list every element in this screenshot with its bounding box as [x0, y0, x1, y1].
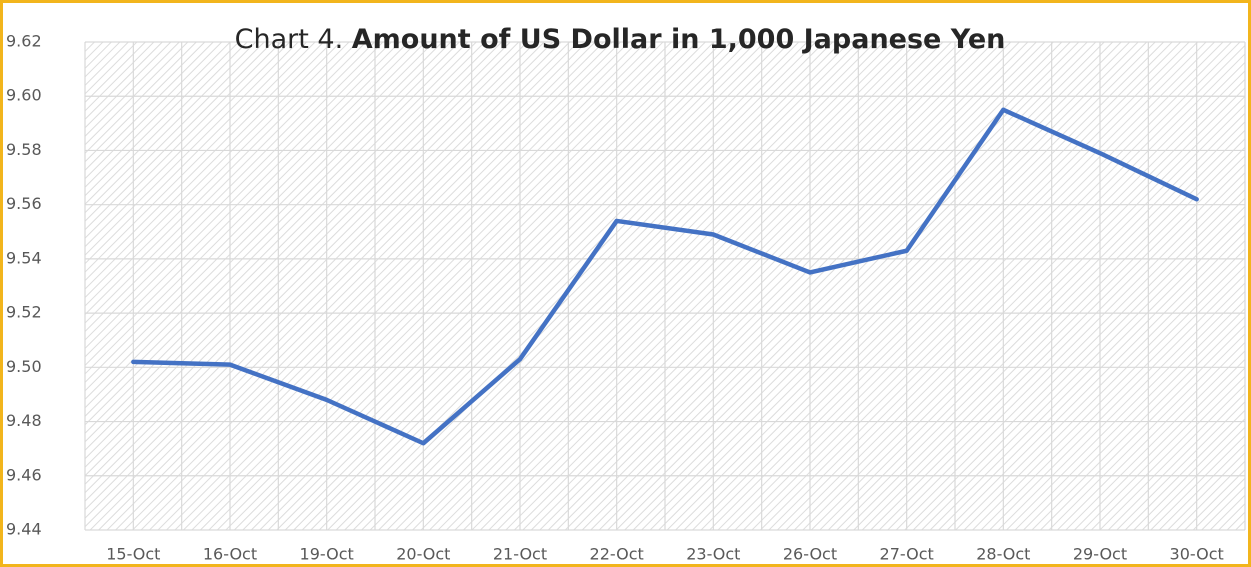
x-tick-label: 23-Oct: [686, 545, 740, 564]
layer: 9.44 9.46 9.48 9.50 9.52 9.54 9.56 9.58 9.60 9.62…: [6, 32, 1246, 564]
y-tick-label: 9.44: [6, 520, 42, 539]
y-tick-label: 9.46: [6, 465, 42, 484]
x-tick-label: 15-Oct: [106, 545, 160, 564]
x-tick-label: 21-Oct: [493, 545, 547, 564]
x-tick-label: 30-Oct: [1170, 545, 1224, 564]
chart-title: Chart 4. Amount of US Dollar in 1,000 Ja…: [235, 24, 1006, 55]
x-tick-label: 19-Oct: [300, 545, 354, 564]
x-tick-label: 16-Oct: [203, 545, 257, 564]
x-tick-label: 22-Oct: [590, 545, 644, 564]
x-tick-label: 20-Oct: [396, 545, 450, 564]
title-main: Amount of US Dollar in 1,000 Japanese Ye…: [352, 24, 1006, 55]
data-line: [131, 107, 1199, 446]
y-tick-label: 9.62: [6, 32, 42, 51]
y-tick-label: 9.54: [6, 248, 42, 267]
x-tick-label: 29-Oct: [1073, 545, 1127, 564]
x-tick-label: 26-Oct: [783, 545, 837, 564]
y-tick-label: 9.58: [6, 140, 42, 159]
x-tick-label: 27-Oct: [880, 545, 934, 564]
x-tick-label: 28-Oct: [976, 545, 1030, 564]
y-tick-label: 9.48: [6, 411, 42, 430]
y-tick-label: 9.50: [6, 357, 42, 376]
y-tick-label: 9.52: [6, 303, 42, 322]
title-prefix: Chart 4.: [235, 24, 344, 55]
y-tick-label: 9.56: [6, 194, 42, 213]
y-tick-label: 9.60: [6, 86, 42, 105]
